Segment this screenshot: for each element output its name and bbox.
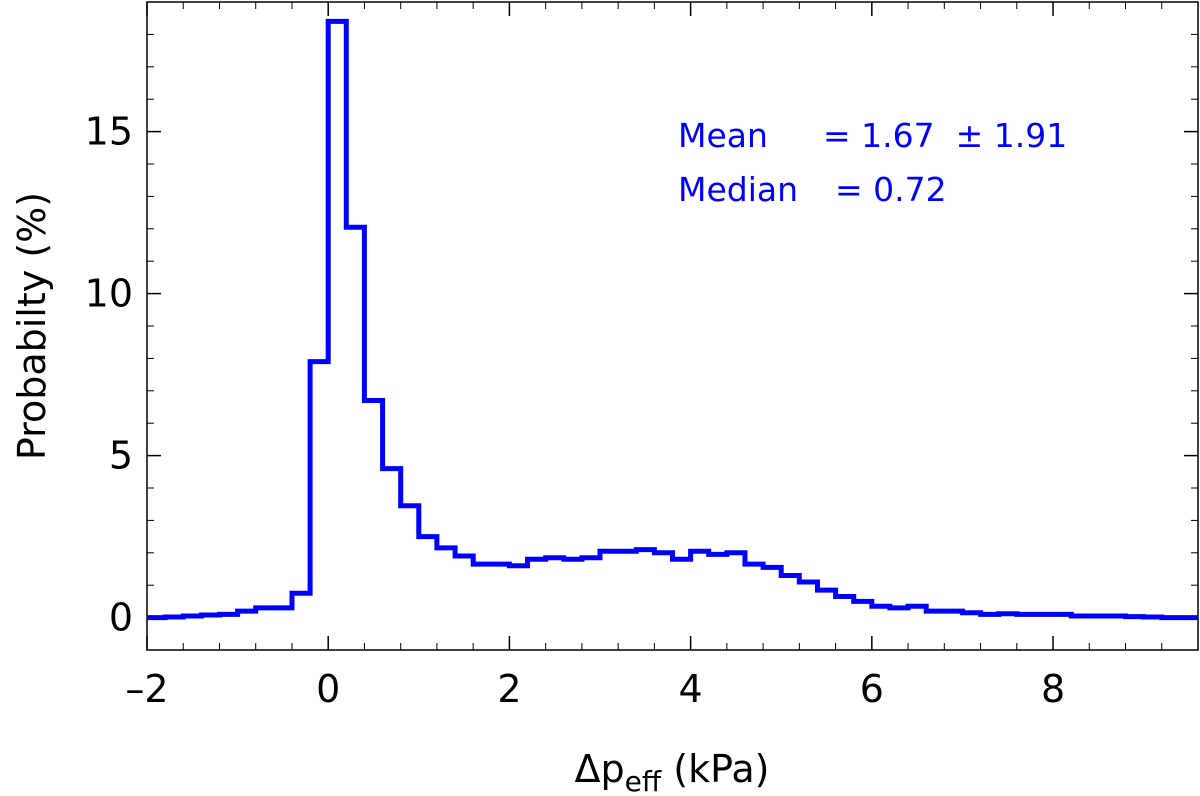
series-group bbox=[147, 18, 1198, 621]
x-axis-title-base: Δp bbox=[575, 747, 625, 791]
x-tick-label: 0 bbox=[316, 667, 340, 711]
x-tick-label: –2 bbox=[125, 667, 168, 711]
axis-ticks bbox=[146, 1, 1199, 651]
x-tick-label: 4 bbox=[679, 667, 703, 711]
x-tick-label: 6 bbox=[860, 667, 884, 711]
y-tick-label: 0 bbox=[109, 596, 133, 640]
x-axis-title: Δpeff (kPa) bbox=[575, 747, 770, 796]
x-tick-label: 8 bbox=[1041, 667, 1065, 711]
median-label: Median bbox=[678, 170, 798, 209]
x-axis-title-suffix: (kPa) bbox=[661, 747, 769, 791]
x-tick-label: 2 bbox=[497, 667, 521, 711]
y-tick-label: 15 bbox=[85, 110, 133, 154]
y-tick-label: 5 bbox=[109, 434, 133, 478]
mean-value: = 1.67 ± 1.91 bbox=[823, 116, 1067, 155]
median-value: = 0.72 bbox=[835, 170, 947, 209]
tick-labels: –2 0 2 4 6 8 0 5 10 15 bbox=[85, 110, 1065, 711]
x-axis-title-subscript: eff bbox=[625, 765, 662, 796]
mean-label: Mean bbox=[678, 116, 768, 155]
y-axis-title: Probabilty (%) bbox=[10, 192, 54, 460]
y-tick-label: 10 bbox=[85, 272, 133, 316]
histogram-step-line bbox=[147, 18, 1198, 621]
